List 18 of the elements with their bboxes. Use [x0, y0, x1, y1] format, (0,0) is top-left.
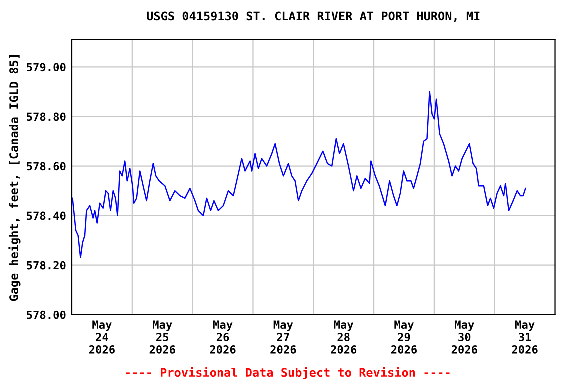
y-tick-label: 578.00: [27, 310, 66, 320]
x-tick-label: May 29 2026: [391, 320, 418, 354]
y-tick-label: 578.20: [27, 261, 66, 270]
x-tick-label: May 26 2026: [210, 320, 236, 354]
x-tick-label: May 25 2026: [150, 320, 176, 354]
y-tick-label: 578.60: [27, 162, 66, 171]
y-axis-title: Gage height, feet, [Canada IGLD 85]: [8, 55, 21, 302]
y-tick-label: 578.80: [27, 112, 66, 122]
x-tick-label: May 30 2026: [452, 320, 478, 354]
text: ---- Provisional Data Subject to Revision ----: [126, 367, 450, 380]
chart-title: USGS 04159130 ST. CLAIR RIVER AT PORT HURON, MI: [147, 12, 480, 22]
x-tick-label: May 31 2026: [512, 320, 538, 354]
x-tick-label: May 24 2026: [89, 320, 115, 354]
line-series: [72, 91, 526, 259]
y-tick-label: 579.00: [27, 63, 66, 72]
y-tick-label: 578.40: [27, 212, 66, 220]
x-tick-label: May 27 2026: [270, 320, 296, 354]
x-tick-label: May 28 2026: [331, 320, 357, 354]
